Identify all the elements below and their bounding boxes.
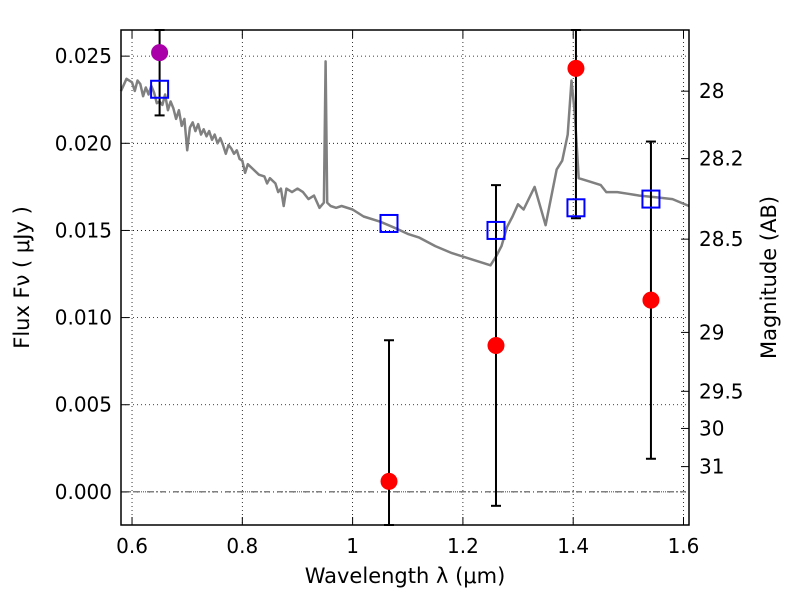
x-axis: 0.6 0.8 1 1.2 1.4 1.6 xyxy=(116,30,699,558)
magnitude-tick-label: 28.2 xyxy=(699,147,744,171)
x-tick-label: 1 xyxy=(346,534,359,558)
magnitude-tick-label: 31 xyxy=(699,455,724,479)
observed-flux-point xyxy=(487,336,505,354)
model-photometry-point xyxy=(379,213,399,233)
plot-frame xyxy=(120,29,690,526)
model-photometry-point xyxy=(641,189,661,209)
magnitude-tick-label: 28.5 xyxy=(699,227,744,251)
x-tick-label: 0.8 xyxy=(226,534,258,558)
observed-flux-point xyxy=(567,59,585,77)
error-bars xyxy=(154,29,656,526)
x-tick-label: 1.2 xyxy=(447,534,479,558)
sed-model-series xyxy=(119,60,690,267)
x-tick-label: 0.6 xyxy=(116,534,148,558)
observed-flux-point xyxy=(380,472,398,490)
model-photometry-point xyxy=(566,198,586,218)
x-axis-title: Wavelength λ (μm) xyxy=(305,564,506,588)
x-tick-label: 1.4 xyxy=(557,534,589,558)
y-tick-label: 0.015 xyxy=(55,218,112,242)
y-tick-label: 0.010 xyxy=(55,306,112,330)
sed-model-line xyxy=(119,60,690,267)
magnitude-tick-label: 29 xyxy=(699,320,724,344)
observed-flux-point xyxy=(642,291,660,309)
model-photometry-point xyxy=(486,220,506,240)
y-axis-left: 0.000 0.005 0.010 0.015 0.020 0.025 xyxy=(55,44,129,504)
y-axis-right-title: Magnitude (AB) xyxy=(757,196,781,359)
model-photometry-series xyxy=(150,79,661,240)
magnitude-tick-label: 30 xyxy=(699,416,724,440)
y-tick-label: 0.020 xyxy=(55,131,112,155)
x-tick-label: 1.6 xyxy=(668,534,700,558)
y-tick-label: 0.005 xyxy=(55,393,112,417)
model-photometry-point xyxy=(150,79,170,99)
y-axis-right: 28 28.2 28.5 29 29.5 30 31 xyxy=(681,79,744,479)
y-axis-title: Flux Fν ( μJy ) xyxy=(10,206,34,349)
observed-flux-point xyxy=(151,44,169,62)
observed-flux-series xyxy=(151,44,660,490)
grid-lines xyxy=(121,30,689,525)
magnitude-tick-label: 28 xyxy=(699,79,724,103)
y-tick-label: 0.025 xyxy=(55,44,112,68)
magnitude-tick-label: 29.5 xyxy=(699,379,744,403)
y-tick-label: 0.000 xyxy=(55,480,112,504)
